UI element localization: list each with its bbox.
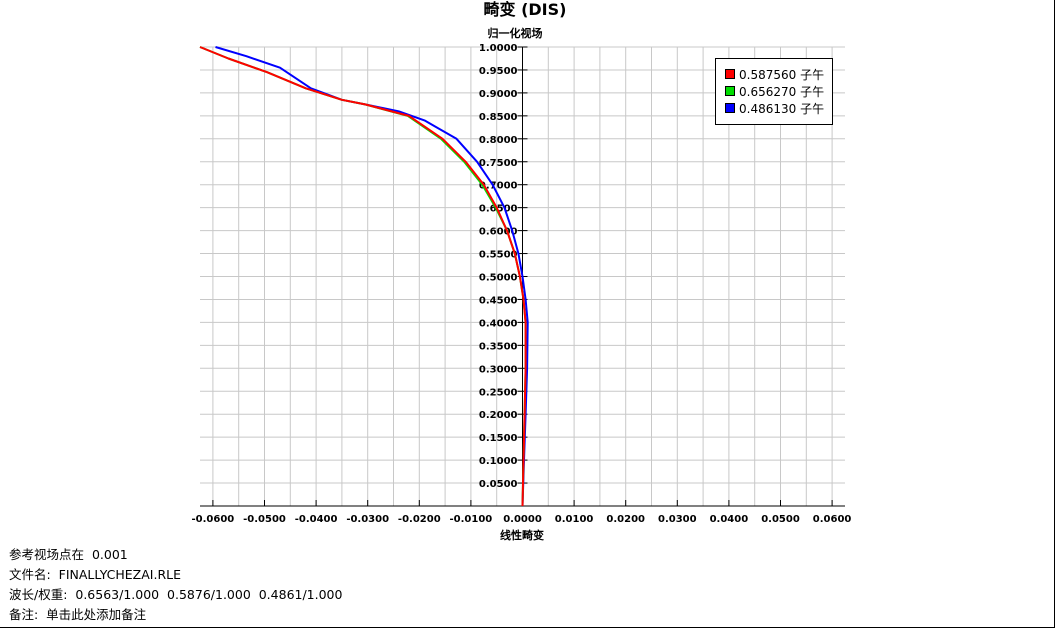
legend-swatch-green [725,86,735,96]
x-tick-label: 0.0400 [710,514,749,525]
y-tick-label: 0.7500 [479,158,518,169]
legend-label: 0.486130 子午 [739,101,825,116]
notes-panel: 参考视场点在 0.001 文件名: FINALLYCHEZAI.RLE 波长/权… [9,545,342,625]
y-tick-label: 0.4500 [479,295,518,306]
wavelength-weight-note: 波长/权重: 0.6563/1.000 0.5876/1.000 0.4861/… [9,587,343,602]
y-tick-label: 0.8500 [479,112,518,123]
y-tick-label: 0.3500 [479,341,518,352]
x-tick-label: 0.0000 [503,514,542,525]
y-tick-label: 0.5000 [479,273,518,284]
y-tick-label: 1.0000 [479,43,518,54]
legend-swatch-red [725,69,735,79]
y-tick-label: 0.9000 [479,89,518,100]
series-line [215,46,529,507]
legend-label: 0.656270 子午 [739,84,825,99]
x-tick-label: 0.0100 [555,514,594,525]
y-tick-label: 0.2000 [479,410,518,421]
y-tick-label: 0.1000 [479,456,518,467]
series-line [199,46,527,507]
y-tick-label: 0.5500 [479,250,518,261]
y-tick-label: 0.7000 [479,181,518,192]
filename-note: 文件名: FINALLYCHEZAI.RLE [9,567,182,582]
x-tick-label: -0.0600 [192,514,235,525]
y-tick-label: 0.8000 [479,135,518,146]
legend-item: 0.656270 子午 [725,83,824,99]
legend-swatch-blue [725,103,735,113]
y-tick-label: 0.3000 [479,364,518,375]
y-axis-label: 归一化视场 [488,26,543,40]
distortion-chart: -0.0600 -0.0500 -0.0400 -0.0300 -0.0200 -0.01… [192,0,852,542]
legend-item: 0.486130 子午 [725,100,824,116]
comment-note[interactable]: 备注: 单击此处添加备注 [9,607,147,622]
y-tick-label: 0.1500 [479,433,518,444]
legend-label: 0.587560 子午 [739,67,825,82]
chart-axes: -0.0600 -0.0500 -0.0400 -0.0300 -0.0200 -0.01… [192,43,852,525]
y-tick-label: 0.2500 [479,387,518,398]
reference-field-note: 参考视场点在 0.001 [9,547,128,562]
y-tick-label: 0.0500 [479,479,518,490]
y-tick-label: 0.9500 [479,66,518,77]
legend-item: 0.587560 子午 [725,66,824,82]
x-tick-label: 0.0600 [813,514,852,525]
x-tick-label: -0.0300 [346,514,389,525]
x-tick-label: 0.0300 [658,514,697,525]
chart-title: 畸变 (DIS) [484,0,567,19]
y-tick-label: 0.4000 [479,318,518,329]
chart-legend: 0.587560 子午 0.656270 子午 0.486130 子午 [715,58,833,125]
y-tick-label: 0.6000 [479,227,518,238]
x-tick-label: -0.0400 [295,514,338,525]
x-axis-label: 线性畸变 [500,528,544,542]
x-tick-label: 0.0200 [606,514,645,525]
x-tick-label: -0.0500 [243,514,286,525]
chart-series [199,46,529,507]
x-tick-label: -0.0200 [398,514,441,525]
x-tick-label: -0.0100 [450,514,493,525]
x-tick-label: 0.0500 [761,514,800,525]
